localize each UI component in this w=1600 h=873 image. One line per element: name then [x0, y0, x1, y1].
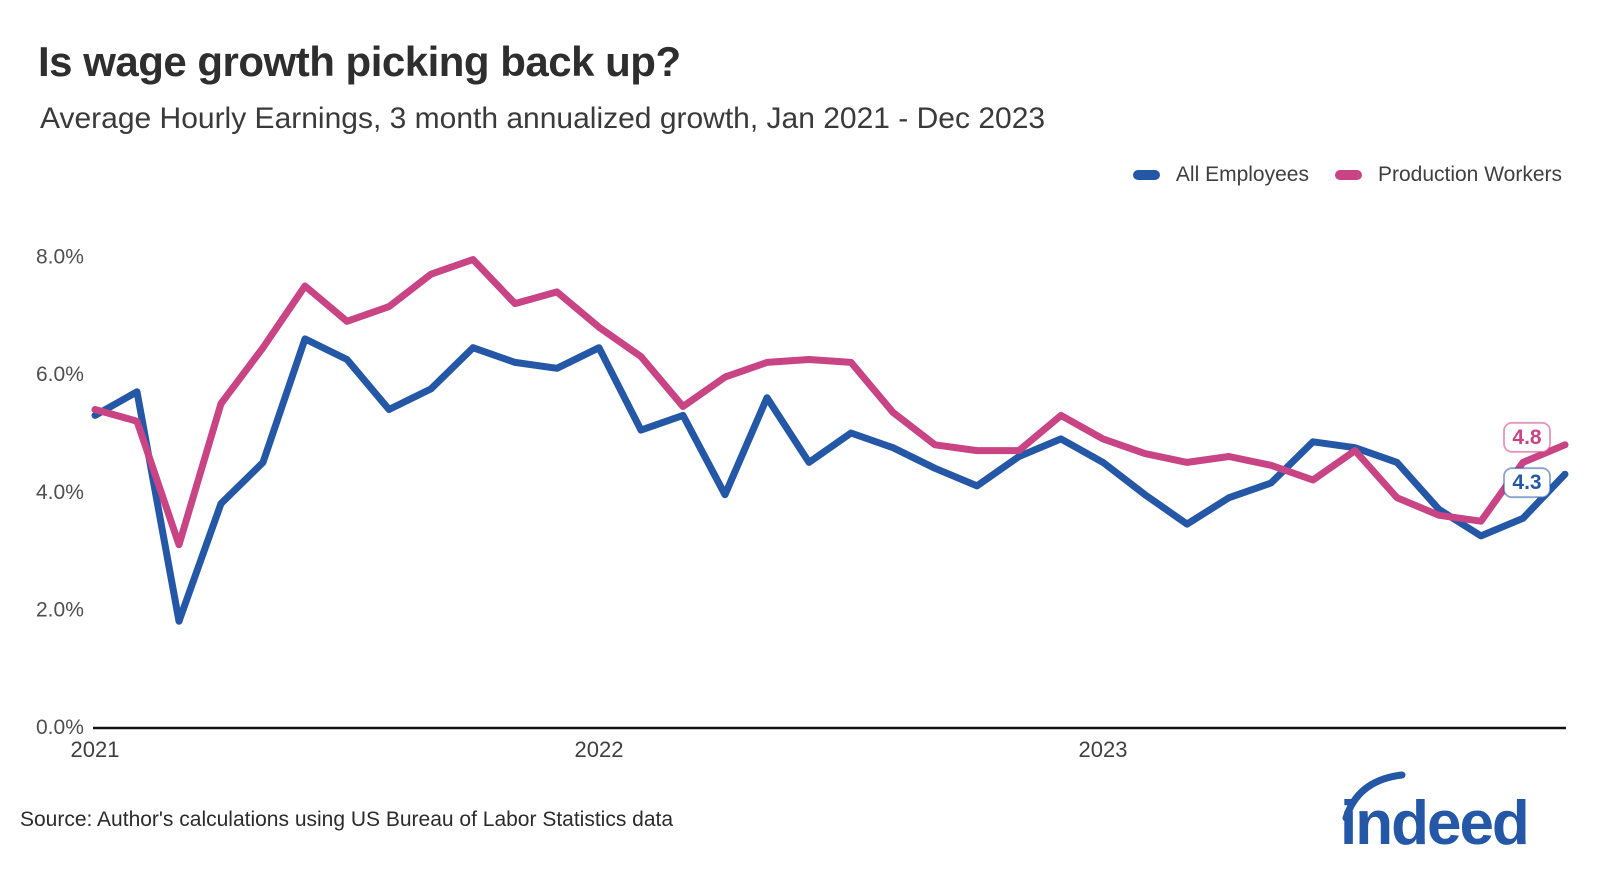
y-axis-tick-label: 0.0% [36, 716, 84, 739]
legend-item-all-employees: All Employees [1132, 163, 1309, 187]
indeed-logo: indeed [1336, 762, 1566, 867]
end-label-box [1503, 421, 1551, 453]
chart-subtitle: Average Hourly Earnings, 3 month annuali… [40, 102, 1046, 135]
production-workers-swatch-icon [1334, 170, 1362, 180]
logo-arc-icon [1342, 771, 1406, 822]
end-label-all-employees: 4.3 [1503, 467, 1551, 499]
y-axis-tick-label: 6.0% [36, 363, 84, 386]
legend-label: Production Workers [1377, 163, 1562, 186]
all-employees-swatch-icon [1132, 170, 1160, 180]
indeed-logo-graphic: indeed [1340, 771, 1530, 858]
legend-label: All Employees [1175, 163, 1309, 186]
end-label-production-workers: 4.8 [1503, 421, 1551, 453]
legend-item-production-workers: Production Workers [1334, 163, 1562, 187]
y-axis-tick-label: 4.0% [36, 481, 84, 504]
x-axis-tick-label: 2022 [575, 737, 624, 762]
end-label-box [1503, 467, 1551, 499]
chart-title: Is wage growth picking back up? [38, 38, 681, 85]
x-axis-tick-label: 2023 [1079, 737, 1128, 762]
source-note: Source: Author's calculations using US B… [20, 808, 674, 831]
legend: All Employees Production Workers [1132, 163, 1562, 187]
end-label-value: 4.8 [1512, 426, 1542, 449]
y-axis-tick-label: 8.0% [36, 246, 84, 269]
line-production-workers [91, 256, 1569, 549]
x-axis-tick-label: 2021 [71, 737, 120, 762]
end-label-value: 4.3 [1512, 471, 1541, 494]
y-axis-tick-label: 2.0% [36, 598, 84, 621]
logo-wordmark: indeed [1340, 789, 1528, 858]
line-all-employees [91, 335, 1569, 625]
